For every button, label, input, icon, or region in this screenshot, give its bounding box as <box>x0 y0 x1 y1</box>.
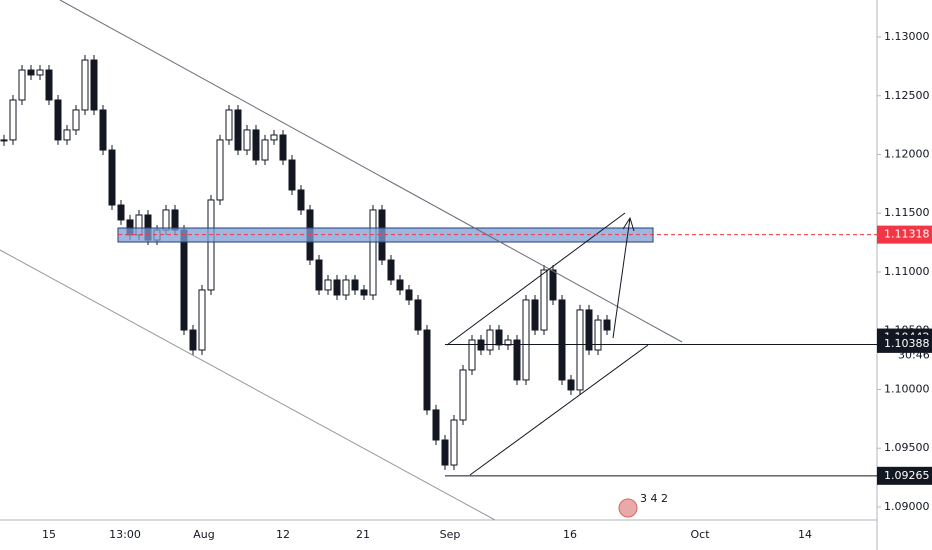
y-tick-label: 1.11000 <box>884 265 930 278</box>
y-tick-label: 1.12500 <box>884 89 930 102</box>
x-tick-label: 15 <box>42 528 56 541</box>
candle-body <box>450 419 458 466</box>
candle-body <box>198 289 206 351</box>
x-tick-label: Oct <box>690 528 710 541</box>
candle-body <box>531 299 539 331</box>
candle-body <box>54 99 62 141</box>
candle-body <box>180 229 188 331</box>
x-tick-label: Sep <box>440 528 461 541</box>
x-tick-label: 16 <box>563 528 577 541</box>
candle-body <box>549 269 557 301</box>
candle-body <box>243 129 251 151</box>
candle-body <box>396 279 404 291</box>
price-label-box <box>877 334 932 353</box>
candle-body <box>360 289 368 296</box>
candle-body <box>387 259 395 281</box>
candle-body <box>36 69 44 76</box>
candle-body <box>513 339 521 381</box>
candle-body <box>486 329 494 351</box>
x-tick-label: 12 <box>276 528 290 541</box>
candle-body <box>432 409 440 441</box>
candle-body <box>63 129 71 141</box>
price-label-box <box>877 466 932 485</box>
candle-body <box>81 59 89 111</box>
x-tick-label: 13:00 <box>109 528 141 541</box>
x-tick-label: 21 <box>356 528 370 541</box>
badge-text: 3 4 2 <box>640 492 668 505</box>
candle-body <box>9 99 17 141</box>
candle-body <box>441 439 449 466</box>
trend-line <box>469 344 649 476</box>
candle-body <box>522 299 530 381</box>
candle-body <box>468 339 476 371</box>
candle-body <box>423 329 431 411</box>
candle-body <box>576 309 584 391</box>
badge-icon <box>618 498 638 518</box>
candle-body <box>414 299 422 331</box>
y-tick-label: 1.13000 <box>884 30 930 43</box>
candle-body <box>270 134 278 141</box>
candle-body <box>171 209 179 231</box>
candle-body <box>18 69 26 101</box>
candle-body <box>99 109 107 151</box>
candle-body <box>261 139 269 161</box>
candle-body <box>45 69 53 101</box>
candle-body <box>297 189 305 211</box>
candle-body <box>72 109 80 131</box>
candle-body <box>90 59 98 111</box>
price-label: 1.09265 <box>884 469 930 482</box>
candle-body <box>252 129 260 161</box>
candle-body <box>459 369 467 421</box>
candle-body <box>0 139 8 142</box>
candle-body <box>117 204 125 221</box>
candle-body <box>162 209 170 231</box>
y-tick-label: 1.09500 <box>884 441 930 454</box>
y-tick-label: 1.12000 <box>884 147 930 160</box>
candle-body <box>351 279 359 291</box>
candle-body <box>540 269 548 331</box>
candle-body <box>189 329 197 351</box>
candle-body <box>315 259 323 291</box>
candle-body <box>234 109 242 151</box>
candle-body <box>567 379 575 391</box>
candle-body <box>108 149 116 206</box>
y-tick-label: 1.09000 <box>884 500 930 513</box>
y-tick-label: 1.11500 <box>884 206 930 219</box>
candle-body <box>288 159 296 191</box>
candle-body <box>603 319 611 331</box>
x-tick-label: Aug <box>193 528 214 541</box>
y-tick-label: 1.10000 <box>884 382 930 395</box>
candle-body <box>558 299 566 381</box>
trend-line <box>59 0 683 343</box>
x-tick-label: 14 <box>798 528 812 541</box>
candle-body <box>27 69 35 76</box>
arrow <box>612 216 635 339</box>
candle-body <box>207 199 215 291</box>
candle-body <box>225 109 233 141</box>
candle-body <box>405 289 413 301</box>
price-label-box <box>877 225 932 244</box>
candle-body <box>333 279 341 296</box>
candle-body <box>324 279 332 291</box>
candle-body <box>369 209 377 296</box>
price-label: 1.10388 <box>884 337 930 350</box>
candle-body <box>495 329 503 346</box>
candle-body <box>342 279 350 296</box>
candle-body <box>216 139 224 201</box>
candle-body <box>279 134 287 161</box>
candles <box>0 55 611 471</box>
candle-body <box>585 309 593 351</box>
candle-body <box>594 319 602 351</box>
trend-line <box>0 249 496 521</box>
price-label: 1.11318 <box>884 228 930 241</box>
